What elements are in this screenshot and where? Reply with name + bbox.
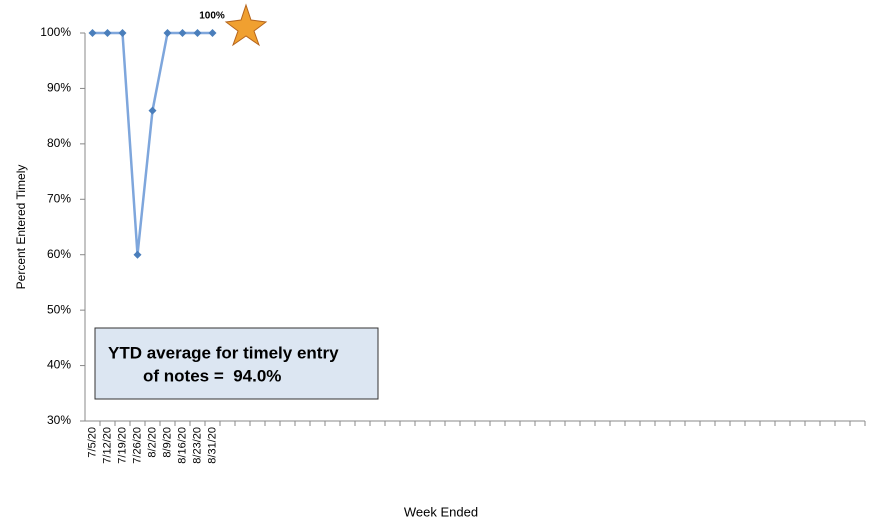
y-tick-label: 40% <box>47 358 71 372</box>
y-axis-label: Percent Entered Timely <box>14 165 28 290</box>
data-point <box>118 29 127 37</box>
data-point <box>103 29 112 37</box>
x-tick-label: 7/5/20 <box>86 427 98 458</box>
x-tick-label: 7/19/20 <box>116 427 128 464</box>
data-point <box>193 29 202 37</box>
y-tick-label: 50% <box>47 302 71 316</box>
annotation-box <box>94 327 379 400</box>
y-tick-label: 70% <box>47 191 71 205</box>
data-point <box>133 250 142 259</box>
x-tick-label: 8/23/20 <box>191 427 203 464</box>
star-icon <box>224 3 268 47</box>
data-point <box>178 29 187 37</box>
y-tick-label: 60% <box>47 247 71 261</box>
series-line <box>92 31 213 255</box>
y-tick-label: 80% <box>47 136 71 150</box>
x-tick-label: 8/9/20 <box>161 427 173 458</box>
x-axis-label: Week Ended <box>404 504 478 519</box>
data-point <box>208 29 217 37</box>
x-tick-label: 8/31/20 <box>206 427 218 464</box>
y-tick-label: 30% <box>47 413 71 427</box>
annotation: YTD average for timely entry <box>108 343 339 362</box>
x-tick-label: 8/16/20 <box>176 427 188 464</box>
x-tick-label: 7/26/20 <box>131 427 143 464</box>
data-point <box>148 106 157 115</box>
data-point <box>88 29 97 37</box>
data-point <box>163 29 172 37</box>
x-tick-label: 7/12/20 <box>101 427 113 464</box>
x-tick-label: 8/2/20 <box>146 427 158 458</box>
star-label: 100% <box>199 11 225 22</box>
annotation: of notes = 94.0% <box>143 366 281 385</box>
y-tick-label: 100% <box>40 25 71 39</box>
y-tick-label: 90% <box>47 81 71 95</box>
